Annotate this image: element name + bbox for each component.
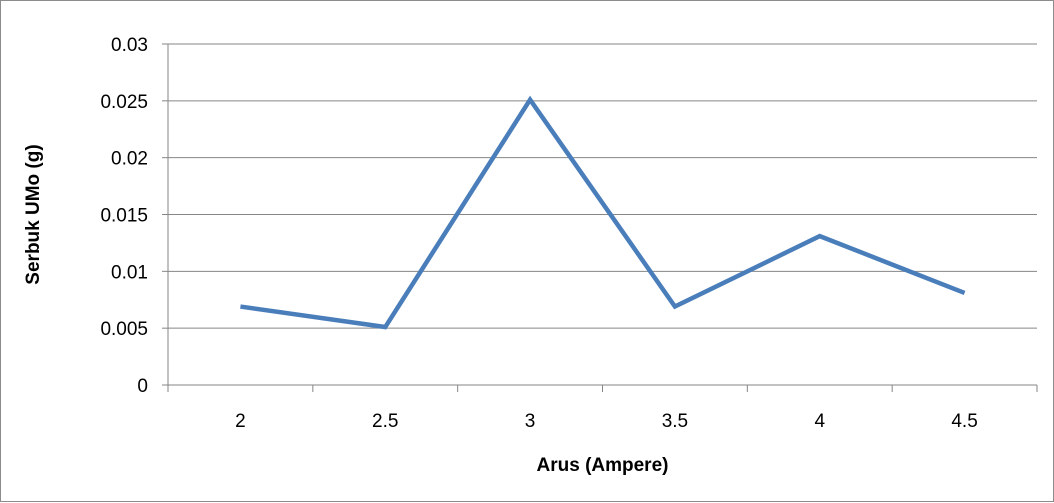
series-layer (240, 100, 964, 328)
x-axis-title: Arus (Ampere) (537, 455, 669, 476)
y-tick-label-0: 0 (137, 376, 148, 397)
series-line-0 (240, 100, 964, 327)
y-tick-label-1: 0.005 (100, 319, 148, 340)
y-axis-title: Serbuk UMo (g) (23, 144, 44, 284)
x-tick-label-2: 3 (525, 411, 536, 432)
x-tick-label-1: 2.5 (372, 411, 398, 432)
gridlines (168, 44, 1037, 328)
y-tick-label-6: 0.03 (111, 35, 148, 56)
x-tick-label-0: 2 (235, 411, 246, 432)
y-tick-label-4: 0.02 (111, 149, 148, 170)
x-tick-label-3: 3.5 (662, 411, 688, 432)
x-tick-label-5: 4.5 (951, 411, 977, 432)
y-tick-labels: 0 0.005 0.01 0.015 0.02 0.025 0.03 (100, 35, 148, 397)
y-tick-label-2: 0.01 (111, 262, 148, 283)
axes (162, 44, 1037, 392)
x-tick-labels: 2 2.5 3 3.5 4 4.5 (235, 411, 978, 432)
x-tick-label-4: 4 (814, 411, 825, 432)
y-tick-label-3: 0.015 (100, 206, 148, 227)
y-tick-label-5: 0.025 (100, 92, 148, 113)
